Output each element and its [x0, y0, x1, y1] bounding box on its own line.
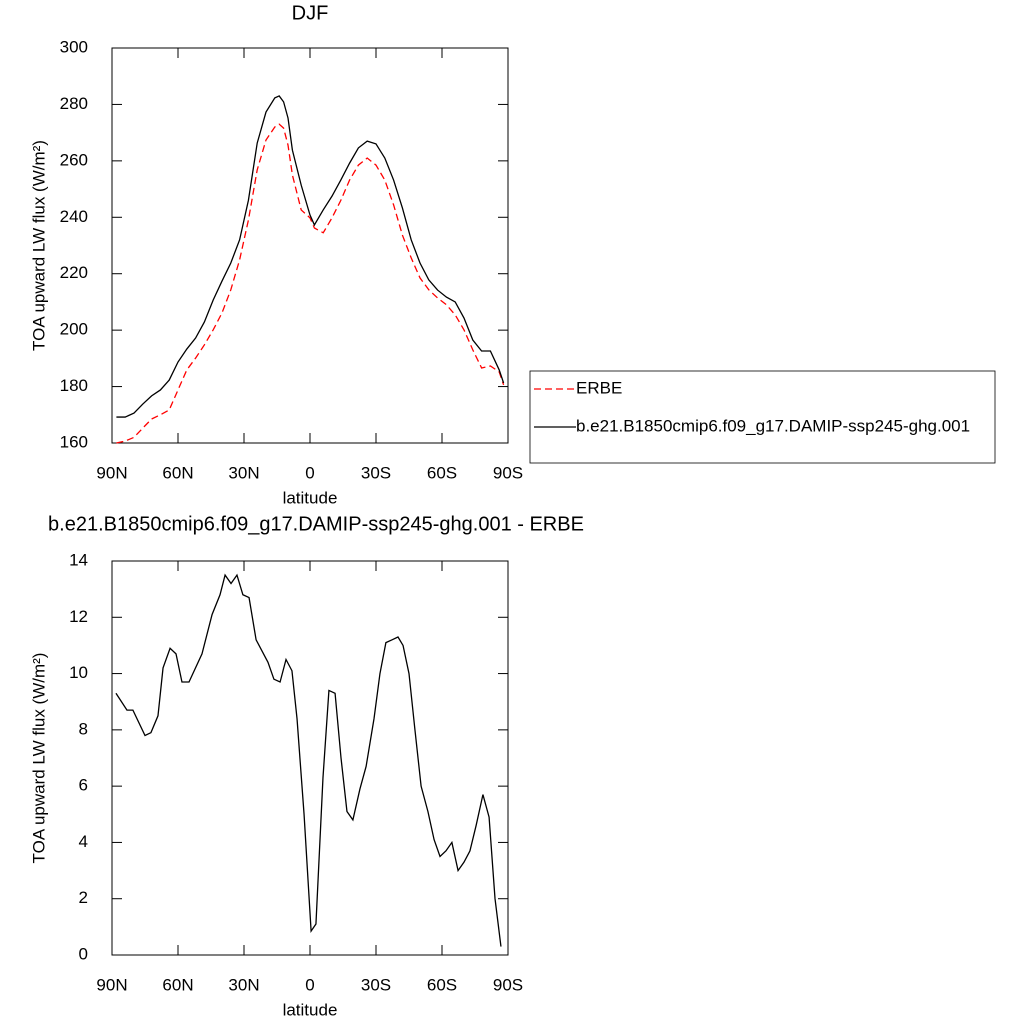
- x-tick-label: 90S: [493, 463, 523, 482]
- plot-frame: [111, 560, 509, 956]
- y-tick-label: 2: [79, 888, 88, 907]
- data-line: [116, 95, 505, 418]
- x-tick-label: 0: [305, 975, 314, 994]
- x-tick-label: 30N: [228, 975, 259, 994]
- y-axis-label: TOA upward LW flux (W/m²): [29, 653, 48, 864]
- y-tick-label: 300: [60, 37, 88, 56]
- x-tick-label: 90S: [493, 975, 523, 994]
- legend-label: b.e21.B1850cmip6.f09_g17.DAMIP-ssp245-gh…: [576, 416, 970, 435]
- y-tick-label: 220: [60, 263, 88, 282]
- x-tick-label: 30S: [361, 975, 391, 994]
- y-tick-label: 0: [79, 944, 88, 963]
- y-tick-label: 12: [69, 607, 88, 626]
- x-tick-label: 60N: [162, 975, 193, 994]
- legend-box: [529, 370, 996, 464]
- x-tick-label: 60S: [427, 975, 457, 994]
- legend-label: ERBE: [576, 378, 622, 397]
- y-tick-label: 160: [60, 432, 88, 451]
- x-tick-label: 90N: [96, 975, 127, 994]
- plot-frame: [111, 47, 509, 444]
- y-tick-label: 280: [60, 94, 88, 113]
- y-tick-label: 4: [79, 832, 88, 851]
- x-tick-label: 30S: [361, 463, 391, 482]
- y-tick-label: 180: [60, 376, 88, 395]
- x-tick-label: 30N: [228, 463, 259, 482]
- data-line: [115, 573, 502, 947]
- chart-title: b.e21.B1850cmip6.f09_g17.DAMIP-ssp245-gh…: [48, 513, 584, 535]
- x-axis-label: latitude: [283, 1000, 338, 1019]
- data-line: [116, 123, 505, 444]
- x-tick-label: 60N: [162, 463, 193, 482]
- y-tick-label: 6: [79, 776, 88, 795]
- x-tick-label: 90N: [96, 463, 127, 482]
- x-tick-label: 60S: [427, 463, 457, 482]
- y-tick-label: 14: [69, 550, 88, 569]
- x-tick-label: 0: [305, 463, 314, 482]
- chart-title: DJF: [292, 2, 329, 24]
- y-tick-label: 260: [60, 150, 88, 169]
- y-tick-label: 240: [60, 207, 88, 226]
- y-tick-label: 10: [69, 663, 88, 682]
- x-axis-label: latitude: [283, 488, 338, 507]
- y-tick-label: 8: [79, 719, 88, 738]
- y-axis-label: TOA upward LW flux (W/m²): [29, 140, 48, 351]
- y-tick-label: 200: [60, 320, 88, 339]
